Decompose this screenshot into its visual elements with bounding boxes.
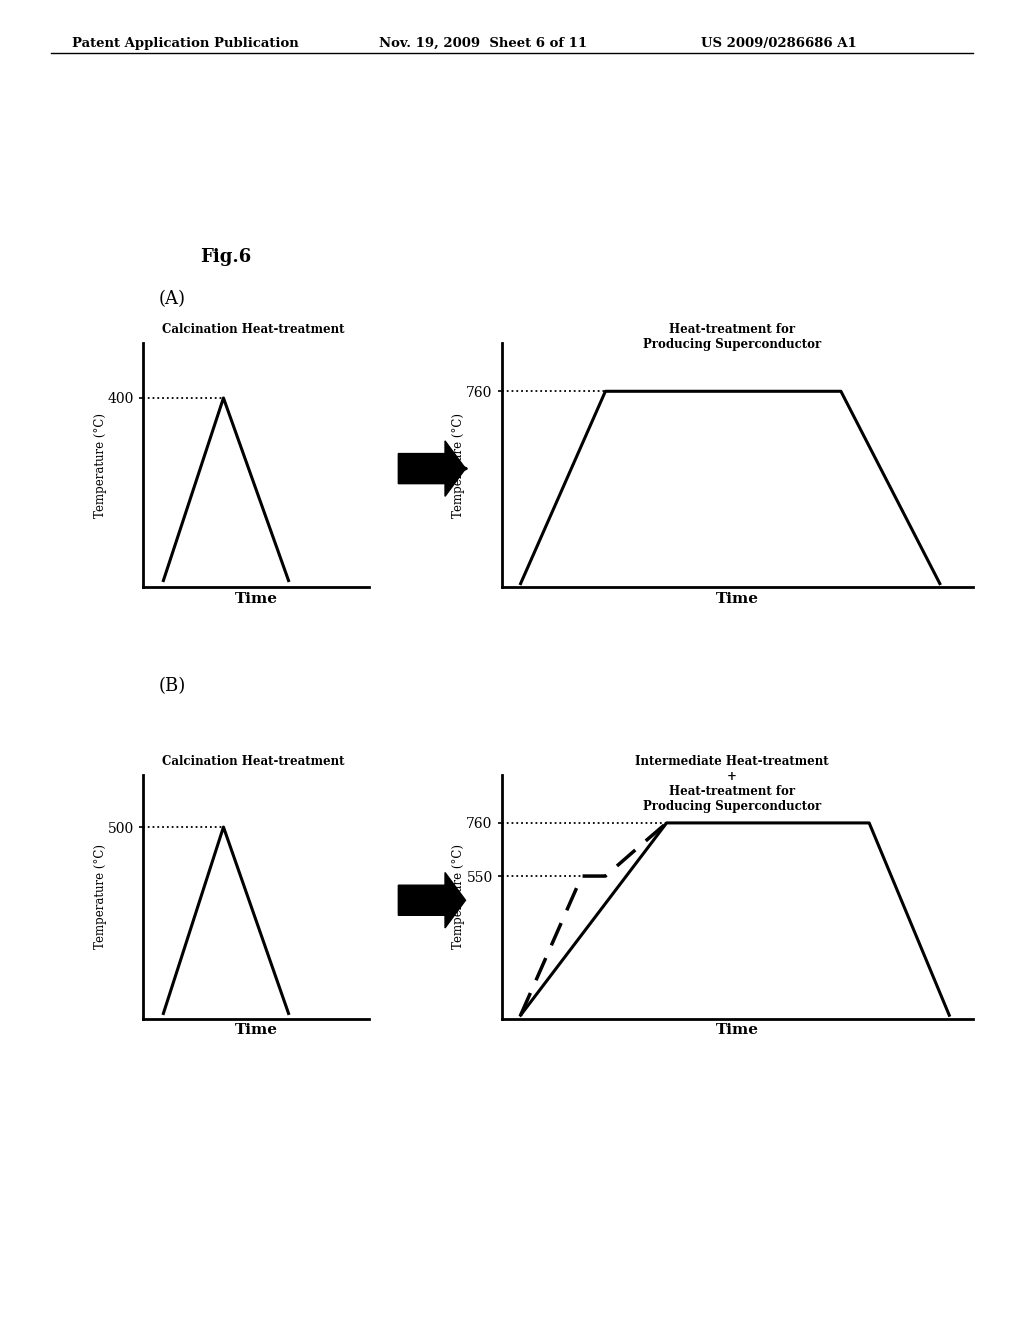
FancyArrow shape <box>398 873 466 928</box>
X-axis label: Time: Time <box>716 1023 759 1038</box>
Y-axis label: Temperature (°C): Temperature (°C) <box>93 845 106 949</box>
Text: Fig.6: Fig.6 <box>200 248 251 267</box>
Text: US 2009/0286686 A1: US 2009/0286686 A1 <box>701 37 857 50</box>
Text: Calcination Heat-treatment: Calcination Heat-treatment <box>162 755 344 768</box>
Text: Calcination Heat-treatment: Calcination Heat-treatment <box>162 323 344 337</box>
Text: Patent Application Publication: Patent Application Publication <box>72 37 298 50</box>
X-axis label: Time: Time <box>234 1023 278 1038</box>
X-axis label: Time: Time <box>234 591 278 606</box>
Text: Intermediate Heat-treatment
+
Heat-treatment for
Producing Superconductor: Intermediate Heat-treatment + Heat-treat… <box>635 755 829 813</box>
Text: Heat-treatment for
Producing Superconductor: Heat-treatment for Producing Superconduc… <box>643 323 821 351</box>
Y-axis label: Temperature (°C): Temperature (°C) <box>452 413 465 517</box>
Text: Nov. 19, 2009  Sheet 6 of 11: Nov. 19, 2009 Sheet 6 of 11 <box>379 37 587 50</box>
Y-axis label: Temperature (°C): Temperature (°C) <box>93 413 106 517</box>
Text: (A): (A) <box>159 290 185 309</box>
FancyArrow shape <box>398 441 466 496</box>
Text: (B): (B) <box>159 677 186 696</box>
Y-axis label: Temperature (°C): Temperature (°C) <box>452 845 465 949</box>
X-axis label: Time: Time <box>716 591 759 606</box>
